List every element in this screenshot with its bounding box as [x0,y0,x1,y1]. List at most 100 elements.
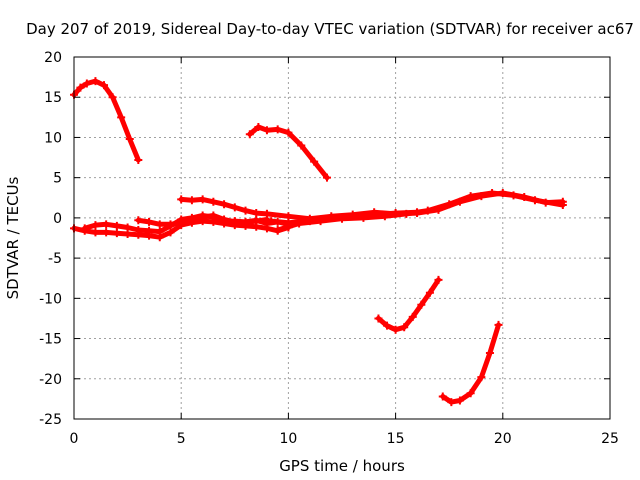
series-arc-11 [438,320,503,407]
y-tick-label: 20 [44,50,62,66]
data-point [391,325,400,334]
data-point [494,320,503,329]
data-point [466,192,475,201]
data-point [187,216,196,225]
data-point [297,141,306,150]
y-axis-label: SDTVAR / TECUs [4,176,22,299]
data-point [220,200,229,209]
data-point [284,218,293,227]
data-point [408,312,417,321]
data-point [155,220,164,229]
data-point [80,224,89,233]
data-point [370,210,379,219]
data-point [117,113,126,122]
data-point [254,122,263,131]
x-tick-label: 0 [70,431,79,447]
series-trace [71,78,141,163]
data-point [230,203,239,212]
x-tick-label: 5 [177,431,186,447]
y-tick-label: -5 [48,251,62,267]
data-point [145,217,154,226]
data-point [102,220,111,229]
series-arc-9 [267,208,422,227]
x-tick-label: 15 [387,431,405,447]
data-point [252,217,261,226]
data-point [187,196,196,205]
grid-lines [74,57,610,419]
data-point [558,201,567,210]
data-point [134,155,143,164]
data-point [310,157,319,166]
data-point [220,215,229,224]
data-point [267,217,276,226]
data-point [155,227,164,236]
data-point [108,93,117,102]
data-point [477,373,486,382]
y-tick-label: 0 [53,211,62,227]
data-point [284,128,293,137]
data-point [327,213,336,222]
y-tick-label: -20 [39,372,62,388]
x-axis-label: GPS time / hours [279,457,405,475]
data-point [488,188,497,197]
data-point [252,209,261,218]
data-point [102,228,111,237]
data-point [145,226,154,235]
x-tick-label: 10 [279,431,297,447]
x-tick-label: 25 [601,431,619,447]
data-point [91,77,100,86]
data-point [177,218,186,227]
data-point [348,212,357,221]
data-point [262,126,271,135]
chart-title: Day 207 of 2019, Sidereal Day-to-day VTE… [26,20,634,38]
data-point [198,213,207,222]
data-point [230,217,239,226]
data-point [423,206,432,215]
data-point [91,228,100,237]
series-arc-5 [134,211,271,229]
data-point [112,221,121,230]
data-point [383,321,392,330]
data-point [241,206,250,215]
data-point [400,323,409,332]
data-point [445,200,454,209]
series-arc-1 [70,77,143,164]
data-point [413,208,422,217]
y-tick-label: 15 [44,90,62,106]
data-point [425,288,434,297]
data-point [134,225,143,234]
data-point [91,221,100,230]
data-point [82,79,91,88]
data-point [209,197,218,206]
data-point [485,349,494,358]
data-point [305,217,314,226]
y-tick-label: -25 [39,412,62,428]
series-arc-2 [245,122,331,182]
data-point [198,195,207,204]
data-point [273,125,282,134]
data-point [262,209,271,218]
y-tick-label: -15 [39,332,62,348]
y-tick-label: 5 [53,171,62,187]
plot-frame [73,56,611,420]
data-point [417,300,426,309]
data-point [177,195,186,204]
data-point [273,225,282,234]
data-point [112,229,121,238]
data-point [391,209,400,218]
y-tick-label: 10 [44,130,62,146]
x-tick-label: 20 [494,431,512,447]
data-point [125,135,134,144]
data-point [134,216,143,225]
data-point [530,196,539,205]
data-point [322,173,331,182]
data-point [455,396,464,405]
y-tick-label: -10 [39,291,62,307]
axis-ticks: 0 5 10 15 20 25 -25 -20 -15 -10 -5 0 5 10 15 20 [39,50,619,447]
series-arc-10 [374,275,443,334]
data-series [70,77,567,407]
data-point [447,398,456,407]
data-point [123,223,132,232]
data-point [434,275,443,284]
